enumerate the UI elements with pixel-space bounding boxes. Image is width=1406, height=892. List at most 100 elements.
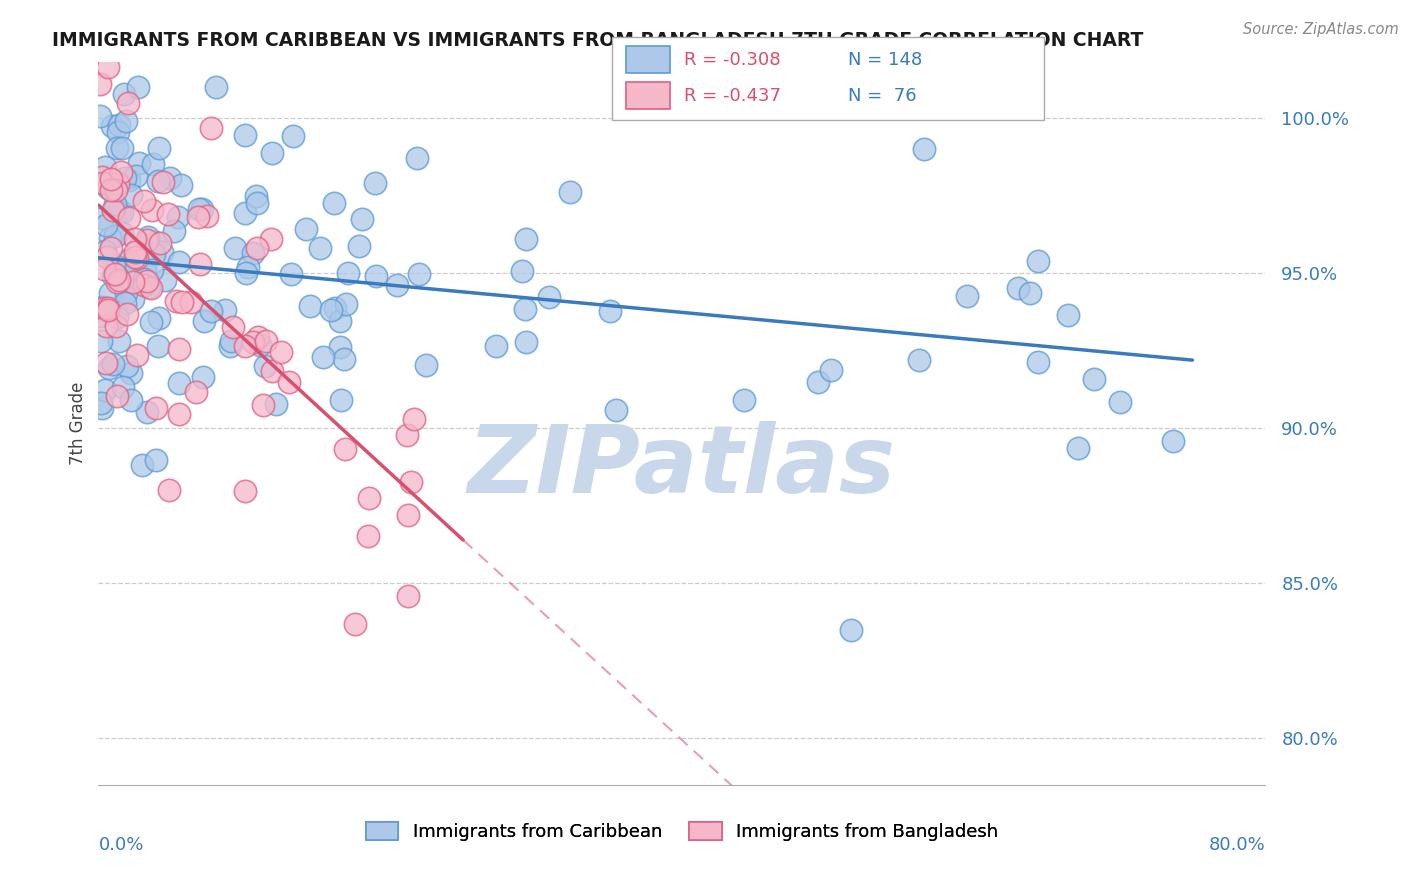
- Point: [128, 156, 150, 170]
- Point: [170, 178, 193, 193]
- Point: [143, 235, 166, 250]
- Text: N = 148: N = 148: [848, 51, 922, 69]
- Point: [184, 385, 207, 400]
- Point: [135, 274, 157, 288]
- Point: [319, 303, 342, 318]
- Point: [157, 483, 180, 497]
- Point: [233, 483, 256, 498]
- Point: [97, 301, 120, 316]
- Point: [114, 281, 136, 295]
- Legend: Immigrants from Caribbean, Immigrants from Bangladesh: Immigrants from Caribbean, Immigrants fr…: [359, 814, 1005, 848]
- Point: [100, 241, 122, 255]
- Point: [233, 206, 256, 220]
- Point: [90, 401, 112, 416]
- Point: [111, 380, 134, 394]
- Point: [114, 170, 136, 185]
- Point: [218, 339, 240, 353]
- Point: [115, 307, 138, 321]
- Point: [156, 207, 179, 221]
- Point: [806, 376, 828, 390]
- Point: [537, 290, 560, 304]
- Point: [97, 180, 120, 194]
- Point: [281, 128, 304, 143]
- Point: [294, 221, 316, 235]
- Point: [96, 319, 118, 334]
- Point: [167, 376, 190, 391]
- Point: [402, 412, 425, 426]
- Point: [510, 263, 533, 277]
- Point: [127, 80, 149, 95]
- Point: [96, 302, 118, 317]
- Point: [329, 392, 352, 407]
- Point: [141, 203, 163, 218]
- Point: [146, 174, 169, 188]
- Point: [132, 272, 155, 286]
- Point: [336, 266, 359, 280]
- Point: [104, 268, 127, 282]
- Point: [105, 275, 128, 289]
- Point: [152, 175, 174, 189]
- Point: [90, 170, 112, 185]
- Point: [139, 315, 162, 329]
- Point: [252, 398, 274, 412]
- Point: [93, 383, 115, 397]
- Point: [143, 247, 166, 261]
- Point: [333, 442, 356, 456]
- Point: [408, 267, 430, 281]
- Point: [159, 171, 181, 186]
- Point: [249, 338, 271, 352]
- Point: [117, 253, 139, 268]
- Point: [266, 397, 288, 411]
- Point: [395, 427, 418, 442]
- Point: [136, 229, 159, 244]
- Point: [91, 211, 114, 225]
- Point: [124, 169, 146, 184]
- Point: [96, 356, 118, 370]
- Point: [89, 110, 111, 124]
- Point: [599, 303, 621, 318]
- Point: [1083, 371, 1105, 385]
- Point: [120, 187, 142, 202]
- Point: [105, 389, 128, 403]
- Point: [323, 301, 346, 315]
- Point: [841, 623, 863, 637]
- Point: [167, 255, 190, 269]
- Point: [260, 232, 283, 246]
- Point: [91, 176, 114, 190]
- Point: [120, 366, 142, 380]
- Point: [98, 231, 121, 245]
- Point: [335, 297, 357, 311]
- Point: [103, 202, 125, 217]
- Point: [90, 334, 112, 349]
- Point: [262, 364, 284, 378]
- Point: [134, 263, 156, 277]
- Point: [117, 211, 139, 226]
- Point: [187, 210, 209, 224]
- Point: [135, 405, 157, 419]
- Point: [329, 314, 352, 328]
- Point: [233, 339, 256, 353]
- Point: [270, 345, 292, 359]
- Point: [124, 232, 146, 246]
- Point: [97, 60, 120, 74]
- Point: [820, 363, 842, 377]
- Point: [94, 244, 117, 258]
- FancyBboxPatch shape: [626, 82, 671, 110]
- Point: [312, 350, 335, 364]
- Point: [101, 357, 124, 371]
- Point: [485, 338, 508, 352]
- Point: [96, 250, 118, 264]
- Point: [124, 250, 146, 264]
- Point: [323, 196, 346, 211]
- Point: [103, 268, 125, 282]
- Point: [219, 334, 242, 348]
- Point: [90, 395, 112, 409]
- Point: [97, 302, 120, 317]
- Point: [108, 334, 131, 348]
- Point: [112, 87, 135, 102]
- Point: [515, 231, 537, 245]
- Point: [280, 267, 302, 281]
- Point: [100, 183, 122, 197]
- Text: IMMIGRANTS FROM CARIBBEAN VS IMMIGRANTS FROM BANGLADESH 7TH GRADE CORRELATION CH: IMMIGRANTS FROM CARIBBEAN VS IMMIGRANTS …: [52, 30, 1143, 50]
- Point: [107, 125, 129, 139]
